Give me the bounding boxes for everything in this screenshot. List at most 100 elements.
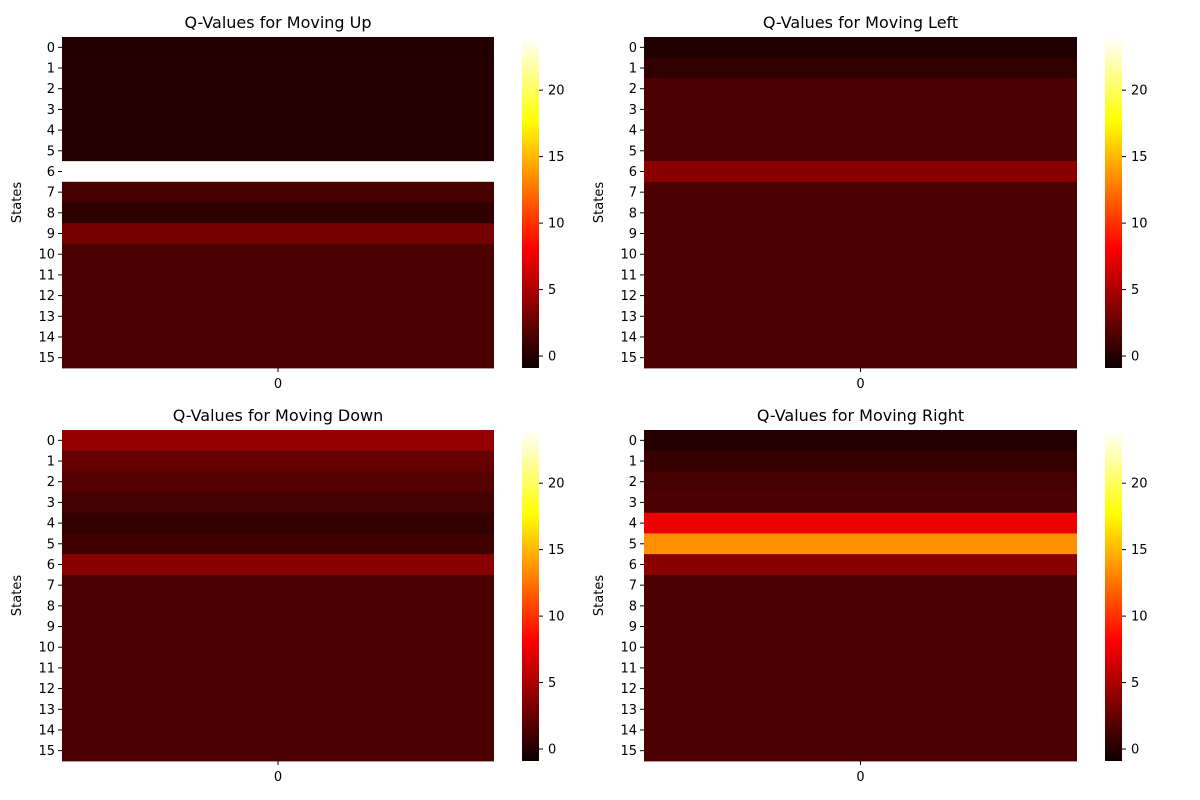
colorbar-tick-label: 10 <box>548 217 565 232</box>
colorbar-tick-label: 20 <box>1131 84 1148 99</box>
y-tick-label: 6 <box>47 558 55 573</box>
y-tick-label: 8 <box>47 599 55 614</box>
colorbar-tick-label: 0 <box>548 350 556 365</box>
y-tick-label: 3 <box>629 496 637 511</box>
heatmap-panel: Q-Values for Moving Right012345678910111… <box>592 406 1148 785</box>
y-tick-label: 6 <box>629 165 637 180</box>
y-tick-label: 1 <box>47 62 55 77</box>
y-tick-label: 3 <box>47 103 55 118</box>
y-tick-label: 1 <box>47 455 55 470</box>
heatmap-cell <box>62 430 494 452</box>
heatmap-cell <box>62 161 494 183</box>
y-tick-label: 9 <box>47 227 55 242</box>
y-tick-label: 4 <box>47 517 55 532</box>
heatmap-cell <box>62 202 494 224</box>
y-tick-label: 11 <box>38 268 55 283</box>
y-tick-label: 15 <box>620 744 637 759</box>
heatmap-cell <box>62 492 494 514</box>
colorbar-tick-label: 5 <box>1131 283 1139 298</box>
y-tick-label: 10 <box>38 248 55 263</box>
y-tick-label: 10 <box>620 641 637 656</box>
colorbar-tick-label: 15 <box>548 150 565 165</box>
heatmap-cell <box>644 326 1077 348</box>
heatmap-cell <box>62 223 494 245</box>
y-tick-label: 1 <box>629 455 637 470</box>
heatmap-cell <box>644 450 1077 472</box>
heatmap-cell <box>62 574 494 596</box>
y-tick-label: 2 <box>47 82 55 97</box>
heatmap-cell <box>62 78 494 100</box>
y-tick-label: 0 <box>47 41 55 56</box>
y-tick-label: 8 <box>47 206 55 221</box>
heatmap-cell <box>62 57 494 79</box>
y-tick-label: 4 <box>629 517 637 532</box>
colorbar-tick-label: 15 <box>548 543 565 558</box>
heatmap-cell <box>62 305 494 328</box>
heatmap-cell <box>644 78 1077 100</box>
colorbar-tick-label: 10 <box>1131 610 1148 625</box>
y-tick-label: 0 <box>629 434 637 449</box>
y-tick-label: 5 <box>629 537 637 552</box>
y-tick-label: 3 <box>47 496 55 511</box>
y-tick-label: 5 <box>47 144 55 159</box>
heatmap-cell <box>644 161 1077 183</box>
heatmap-cell <box>644 99 1077 121</box>
heatmap-cell <box>644 181 1077 203</box>
y-tick-label: 7 <box>47 186 55 201</box>
y-axis-label: States <box>592 575 607 616</box>
heatmap-cell <box>644 492 1077 514</box>
y-tick-label: 11 <box>38 661 55 676</box>
heatmap-cell <box>644 202 1077 224</box>
y-tick-label: 14 <box>38 723 55 738</box>
heatmap-cell <box>644 533 1077 555</box>
heatmap-cell <box>644 657 1077 679</box>
y-tick-label: 15 <box>38 744 55 759</box>
x-tick-label: 0 <box>856 770 864 785</box>
y-axis-label: States <box>10 182 25 223</box>
y-tick-label: 12 <box>620 682 637 697</box>
heatmap-cell <box>644 305 1077 328</box>
heatmap-cell <box>644 595 1077 617</box>
panel-title: Q-Values for Moving Left <box>763 13 958 32</box>
colorbar-tick-label: 20 <box>548 84 565 99</box>
y-tick-label: 14 <box>38 330 55 345</box>
panel-title: Q-Values for Moving Right <box>757 406 964 425</box>
colorbar-tick-label: 20 <box>1131 477 1148 492</box>
heatmap-panel: Q-Values for Moving Down0123456789101112… <box>10 406 565 785</box>
heatmap-cell <box>62 140 494 162</box>
y-tick-label: 11 <box>620 661 637 676</box>
heatmap-cell <box>62 698 494 721</box>
heatmap-panel: Q-Values for Moving Up012345678910111213… <box>10 13 565 392</box>
y-tick-label: 8 <box>629 206 637 221</box>
y-tick-label: 15 <box>38 351 55 366</box>
heatmap-cell <box>62 347 494 369</box>
colorbar-tick-label: 5 <box>1131 676 1139 691</box>
y-tick-label: 0 <box>47 434 55 449</box>
heatmap-cell <box>644 243 1077 265</box>
heatmap-cell <box>644 347 1077 369</box>
heatmap-cell <box>62 243 494 265</box>
heatmap-cell <box>644 140 1077 162</box>
y-tick-label: 8 <box>629 599 637 614</box>
y-tick-label: 14 <box>620 330 637 345</box>
y-tick-label: 12 <box>620 289 637 304</box>
y-tick-label: 15 <box>620 351 637 366</box>
heatmap-cell <box>644 430 1077 452</box>
colorbar-tick-label: 0 <box>1131 350 1139 365</box>
heatmap-cell <box>62 37 494 59</box>
heatmap-cell <box>644 57 1077 79</box>
colorbar <box>1105 37 1122 368</box>
colorbar-tick-label: 10 <box>1131 217 1148 232</box>
y-tick-label: 12 <box>38 682 55 697</box>
heatmap-cell <box>644 264 1077 286</box>
heatmap-cell <box>62 99 494 121</box>
y-axis-label: States <box>592 182 607 223</box>
heatmap-cell <box>644 574 1077 596</box>
y-tick-label: 10 <box>38 641 55 656</box>
heatmap-cell <box>62 657 494 679</box>
heatmap-cell <box>62 678 494 700</box>
y-tick-label: 0 <box>629 41 637 56</box>
heatmap-cell <box>644 740 1077 762</box>
heatmap-cell <box>644 471 1077 493</box>
heatmap-cell <box>62 740 494 762</box>
